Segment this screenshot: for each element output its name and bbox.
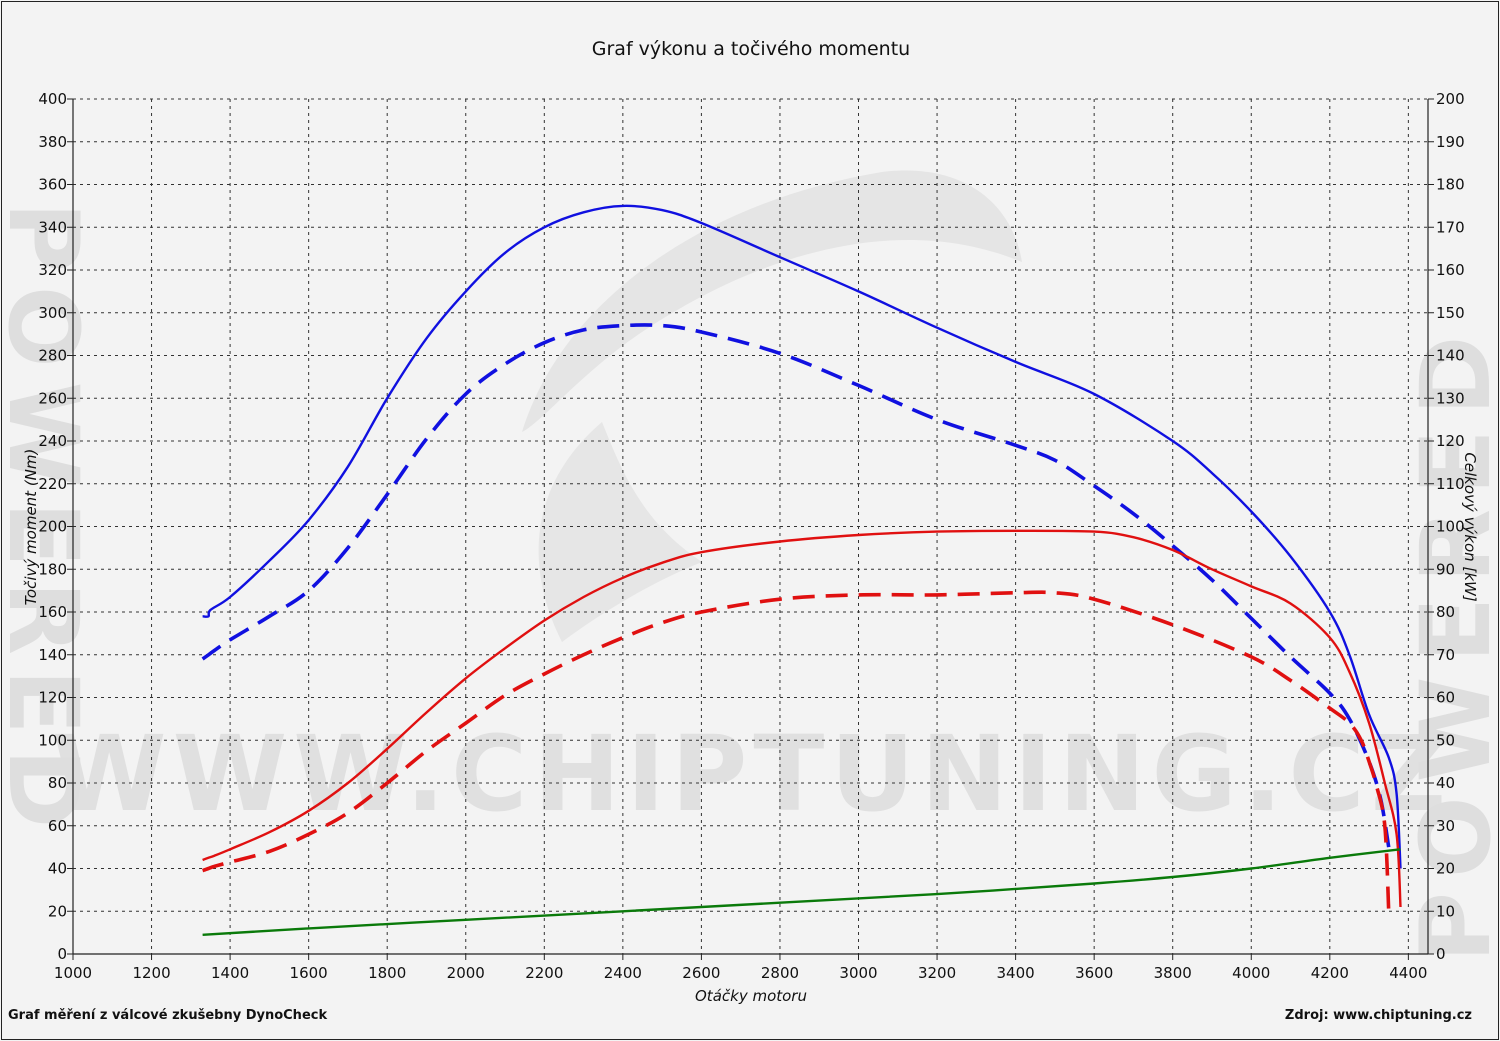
y-tick-label-right: 90: [1436, 560, 1455, 578]
y-tick-label-right: 150: [1436, 304, 1465, 322]
y-tick-label-left: 100: [38, 731, 67, 749]
x-tick-label: 2000: [447, 964, 485, 982]
y-tick-label-right: 170: [1436, 218, 1465, 236]
x-tick-label: 1000: [54, 964, 92, 982]
y-tick-label-left: 340: [38, 218, 67, 236]
y-tick-label-left: 120: [38, 689, 67, 707]
y-tick-label-left: 300: [38, 304, 67, 322]
watermark-swoosh-shape: [522, 170, 1022, 432]
y-tick-label-left: 60: [48, 817, 67, 835]
y-tick-label-left: 200: [38, 518, 67, 536]
series-line-4: [202, 590, 1391, 912]
y-tick-label-right: 0: [1436, 945, 1446, 963]
series: [201, 204, 1402, 936]
y-tick-label-left: 320: [38, 261, 67, 279]
y-tick-label-right: 20: [1436, 860, 1455, 878]
y-tick-label-left: 360: [38, 176, 67, 194]
y-tick-label-right: 80: [1436, 603, 1455, 621]
x-tick-label: 4200: [1311, 964, 1349, 982]
x-tick-label: 1200: [132, 964, 170, 982]
y-tick-label-left: 220: [38, 475, 67, 493]
y-tick-label-right: 30: [1436, 817, 1455, 835]
y-tick-label-left: 180: [38, 560, 67, 578]
series-line-2: [201, 323, 1391, 848]
y-tick-label-left: 240: [38, 432, 67, 450]
x-tick-label: 4000: [1232, 964, 1270, 982]
watermark-side-right: POWERED: [1400, 322, 1498, 963]
y-tick-label-right: 180: [1436, 176, 1465, 194]
series-line-3: [202, 529, 1402, 908]
watermark: WWW.CHIPTUNING.CZ POWERED POWERED: [2, 170, 1498, 962]
y-tick-label-right: 60: [1436, 689, 1455, 707]
x-tick-label: 2600: [682, 964, 720, 982]
y-tick-label-left: 260: [38, 389, 67, 407]
x-tick-label: 2200: [525, 964, 563, 982]
watermark-swoosh-shape: [538, 422, 702, 642]
y-tick-label-right: 100: [1436, 518, 1465, 536]
x-tick-label: 3400: [997, 964, 1035, 982]
x-tick-label: 2400: [604, 964, 642, 982]
y-tick-label-right: 200: [1436, 90, 1465, 108]
x-tick-label: 1400: [211, 964, 249, 982]
y-tick-label-left: 380: [38, 133, 67, 151]
y-tick-label-left: 160: [38, 603, 67, 621]
y-tick-label-left: 0: [57, 945, 67, 963]
y-tick-label-right: 50: [1436, 731, 1455, 749]
x-tick-label: 3000: [839, 964, 877, 982]
x-tick-label: 3200: [918, 964, 956, 982]
y-tick-label-right: 160: [1436, 261, 1465, 279]
y-axis-label-right: Celkový výkon [kW]: [1461, 452, 1479, 602]
y-tick-label-right: 190: [1436, 133, 1465, 151]
y-axis-label-left: Točivý moment (Nm): [22, 449, 40, 606]
axes: 1000 1200 1400 1600 1800 2000 2200 2400 2600 2800…: [38, 90, 1464, 982]
x-tick-label: 4400: [1389, 964, 1427, 982]
y-tick-label-left: 140: [38, 646, 67, 664]
watermark-url: WWW.CHIPTUNING.CZ: [52, 713, 1452, 835]
chart-title: Graf výkonu a točivého momentu: [592, 38, 910, 60]
y-tick-label-right: 120: [1436, 432, 1465, 450]
y-tick-label-right: 70: [1436, 646, 1455, 664]
x-tick-label: 1600: [290, 964, 328, 982]
y-tick-label-left: 40: [48, 860, 67, 878]
footer-source-left: Graf měření z válcové zkušebny DynoCheck: [8, 1008, 327, 1023]
y-tick-label-left: 400: [38, 90, 67, 108]
y-tick-label-left: 280: [38, 347, 67, 365]
series-line-5: [202, 848, 1401, 936]
x-tick-label: 3800: [1154, 964, 1192, 982]
y-tick-label-left: 20: [48, 902, 67, 920]
y-tick-label-right: 10: [1436, 902, 1455, 920]
y-tick-label-right: 130: [1436, 389, 1465, 407]
watermark-side-left: POWERED: [2, 202, 99, 843]
x-tick-label: 3600: [1075, 964, 1113, 982]
x-tick-label: 1800: [368, 964, 406, 982]
series-line-1: [202, 204, 1402, 869]
footer-source-right: Zdroj: www.chiptuning.cz: [1285, 1008, 1472, 1023]
y-tick-label-right: 140: [1436, 347, 1465, 365]
x-tick-label: 2800: [761, 964, 799, 982]
x-axis-label: Otáčky motoru: [695, 987, 807, 1005]
y-tick-label-right: 40: [1436, 774, 1455, 792]
y-tick-label-right: 110: [1436, 475, 1465, 493]
y-tick-label-left: 80: [48, 774, 67, 792]
